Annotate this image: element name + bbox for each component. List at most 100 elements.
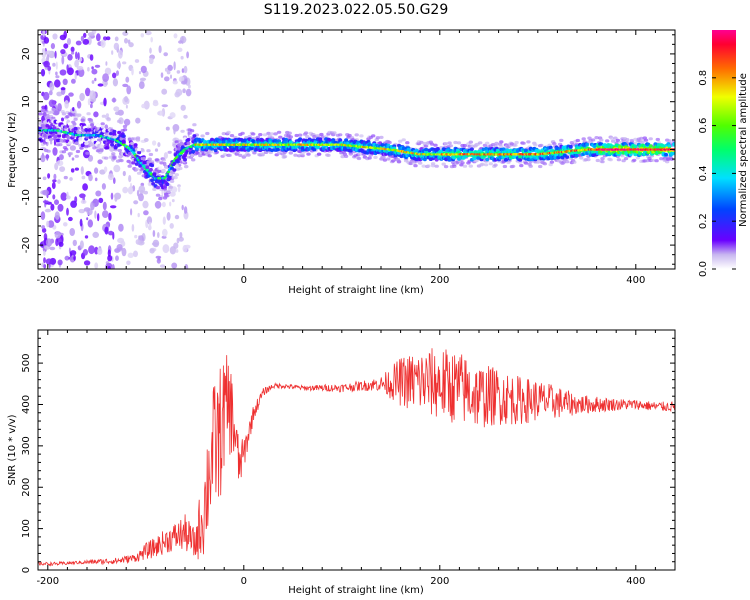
spectrogram-noise-cell (76, 100, 82, 109)
spectrogram-noise-cell (55, 61, 58, 70)
spectrogram-halo-cell (305, 135, 310, 139)
spectrogram-halo-cell (433, 143, 438, 147)
spectrogram-band-cell (192, 134, 197, 138)
spectrogram-halo-cell (112, 156, 117, 160)
spectrogram-noise-cell (97, 213, 100, 222)
spectrogram-noise-cell (171, 262, 178, 269)
snr-x-axis-label: Height of straight line (km) (288, 585, 424, 596)
spectrogram-noise-cell (138, 193, 144, 202)
spectrogram-halo-cell (255, 135, 261, 139)
spectrogram-band-cell (186, 137, 191, 142)
spectrogram-halo-cell (226, 130, 231, 134)
spectrogram-band-cell (660, 143, 665, 148)
spectrogram-band-cell (318, 137, 323, 142)
spectrogram-noise-cell (125, 76, 130, 83)
spectrogram-noise-cell (89, 54, 94, 61)
spectrogram-band-cell (565, 155, 570, 159)
spectrogram-noise-cell (104, 124, 109, 129)
spectrogram-x-tick-label: -200 (36, 275, 59, 286)
spectrogram-halo-cell (165, 194, 170, 198)
spectrogram-halo-cell (659, 157, 664, 161)
spectrogram-halo-cell (373, 155, 378, 159)
spectrogram-noise-cell (138, 81, 145, 89)
spectrogram-halo-cell (95, 149, 101, 153)
spectrogram-noise-cell (154, 200, 162, 209)
spectrogram-halo-cell (135, 138, 141, 142)
spectrogram-halo-cell (58, 143, 63, 147)
spectrogram-halo-cell (386, 157, 391, 161)
spectrogram-band-cell (338, 138, 343, 142)
spectrogram-halo-cell (441, 162, 446, 166)
spectrogram-halo-cell (174, 173, 179, 177)
spectrogram-noise-cell (177, 47, 183, 52)
spectrogram-noise-cell (94, 64, 101, 68)
spectrogram-band-cell (633, 144, 638, 149)
spectrogram-halo-cell (367, 156, 372, 160)
colorbar-tick-label: 0.4 (698, 165, 709, 181)
spectrogram-noise-cell (188, 84, 191, 89)
colorbar-tick-label: 0.0 (698, 261, 709, 277)
spectrogram-band-cell (568, 144, 573, 149)
spectrogram-noise-cell (108, 230, 114, 236)
spectrogram-halo-cell (605, 139, 610, 143)
spectrogram-noise-cell (94, 210, 97, 219)
spectrogram-band-cell (172, 168, 177, 172)
spectrogram-noise-cell (45, 258, 53, 265)
spectrogram-halo-cell (266, 131, 271, 135)
spectrogram-noise-cell (162, 228, 168, 237)
spectrogram-noise-cell (125, 104, 128, 109)
spectrogram-noise-cell (70, 46, 75, 53)
spectrogram-halo-cell (195, 151, 201, 155)
spectrogram-band-cell (601, 151, 606, 155)
spectrogram-noise-cell (52, 147, 58, 156)
spectrogram-band-cell (401, 146, 406, 150)
spectrogram-band-cell (158, 166, 163, 170)
spectrogram-noise-cell (80, 166, 84, 175)
spectrogram-band-cell (485, 157, 490, 162)
spectrogram-band-cell (121, 139, 126, 144)
spectrogram-band-cell (172, 162, 177, 166)
spectrogram-halo-cell (166, 189, 171, 194)
spectrogram-noise-cell (114, 111, 121, 116)
spectrogram-halo-cell (42, 141, 48, 145)
spectrogram-band-cell (43, 120, 48, 124)
spectrogram-band-cell (518, 158, 523, 162)
spectrogram-noise-cell (112, 78, 118, 87)
spectrogram-noise-cell (154, 148, 159, 152)
spectrogram-noise-cell (52, 194, 56, 200)
spectrogram-noise-cell (173, 127, 176, 135)
spectrogram-y-tick-label: 20 (21, 48, 32, 61)
spectrogram-halo-cell (513, 143, 518, 147)
spectrogram-band-cell (150, 163, 155, 168)
spectrogram-noise-cell (89, 90, 96, 100)
spectrogram-band-cell (414, 148, 419, 153)
spectrogram-noise-cell (101, 183, 106, 190)
snr-y-ticks: 0 100 200 300 400 500 (21, 329, 675, 573)
spectrogram-halo-cell (306, 152, 311, 156)
spectrogram-band-cell (638, 151, 643, 156)
spectrogram-noise-cell (54, 50, 57, 59)
spectrogram-halo-cell (590, 138, 596, 142)
spectrogram-noise-cell (116, 61, 122, 69)
spectrogram-halo-cell (116, 119, 122, 123)
spectrogram-halo-cell (65, 115, 70, 119)
spectrogram-halo-cell (282, 155, 288, 159)
spectrogram-band-cell (152, 172, 157, 176)
spectrogram-halo-cell (381, 155, 386, 160)
spectrogram-noise-cell (59, 166, 66, 173)
spectrogram-halo-cell (161, 158, 166, 162)
spectrogram-halo-cell (122, 124, 128, 129)
spectrogram-halo-cell (169, 179, 175, 183)
spectrogram-noise-cell (80, 199, 87, 204)
spectrogram-noise-cell (43, 91, 50, 101)
spectrogram-halo-cell (49, 110, 55, 114)
spectrogram-band-cell (100, 125, 105, 129)
spectrogram-noise-cell (164, 67, 168, 72)
spectrogram-noise-cell (43, 60, 50, 68)
spectrogram-noise-cell (105, 113, 109, 118)
spectrogram-halo-cell (635, 156, 640, 160)
spectrogram-noise-cell (111, 50, 114, 55)
spectrogram-noise-cell (107, 249, 111, 257)
spectrogram-band-cell (667, 144, 672, 148)
spectrogram-band-cell (225, 148, 230, 152)
